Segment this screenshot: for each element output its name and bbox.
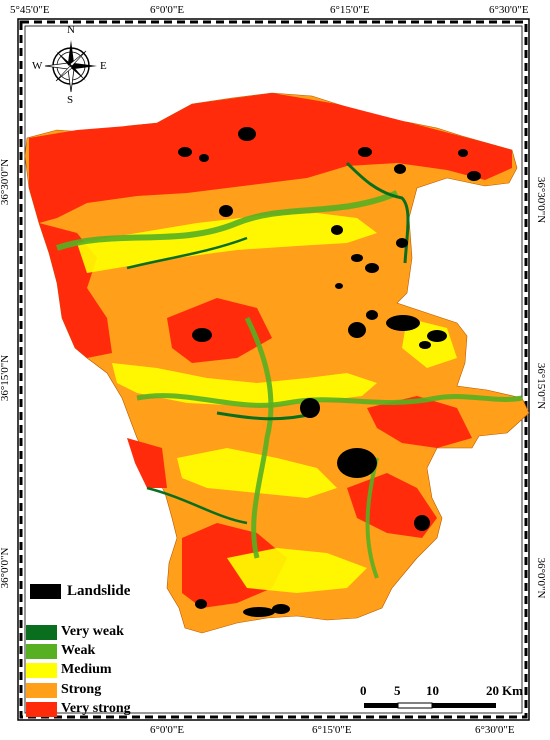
very-strong-zone-east (367, 396, 472, 448)
landslide-18 (427, 330, 447, 342)
top-coord-4: 6°30'0"E (489, 4, 529, 16)
landslide-15 (348, 322, 366, 338)
medium-band-4 (227, 548, 367, 593)
map-frame (17, 18, 530, 721)
landslide-2 (178, 147, 192, 157)
landslide-12 (396, 238, 408, 248)
very-strong-swatch (26, 701, 57, 717)
scale-bar: 0 5 10 20 Km (358, 683, 523, 711)
landslide-17 (386, 315, 420, 331)
medium-band-1 (77, 213, 377, 273)
landslide-8 (467, 171, 481, 181)
compass-s: S (67, 94, 74, 106)
left-coord-3: 36°0'0"N (0, 547, 11, 589)
landslide-20 (300, 398, 320, 418)
legend-medium: Medium (26, 662, 112, 678)
landslide-3 (199, 154, 209, 162)
right-coord-1: 36°30'0"N (535, 176, 547, 224)
landslide-25 (272, 604, 290, 614)
landslide-21 (337, 448, 377, 478)
landslide-14 (192, 328, 212, 342)
weak-drainage-2 (136, 393, 523, 408)
landslide-1 (238, 127, 256, 141)
bottom-coord-3: 6°30'0"E (475, 724, 515, 736)
right-coord-2: 36°15'0"N (535, 362, 547, 410)
landslide-10 (351, 254, 363, 262)
very-strong-zone-sw (127, 438, 167, 488)
landslide-6 (394, 164, 406, 174)
scale-tick-5: 5 (394, 683, 401, 698)
bottom-coord-2: 6°15'0"E (312, 724, 352, 736)
top-coord-2: 6°0'0"E (150, 4, 185, 16)
very-weak-drainage-1 (345, 161, 410, 264)
weak-swatch (26, 643, 57, 659)
weak-drainage-1 (56, 190, 399, 251)
very-weak-label: Very weak (61, 624, 124, 639)
landslide-swatch (30, 584, 61, 599)
compass-rose-icon (44, 40, 97, 93)
landslides (178, 127, 481, 617)
very-weak-drainage-4 (146, 486, 248, 525)
landslide-11 (365, 263, 379, 273)
very-weak-drainage-3 (126, 236, 248, 270)
landslide-5 (358, 147, 372, 157)
medium-swatch (26, 662, 57, 678)
strong-label: Strong (61, 682, 102, 697)
weak-label: Weak (61, 643, 96, 658)
compass-n: N (67, 24, 75, 36)
landslide-24 (243, 607, 275, 617)
landslide-label: Landslide (67, 583, 131, 599)
strong-swatch (26, 682, 57, 698)
landslide-19 (419, 341, 431, 349)
legend-very-weak: Very weak (26, 624, 124, 640)
scale-unit: Km (502, 683, 523, 698)
very-strong-label: Very strong (61, 701, 131, 716)
bottom-coord-1: 6°0'0"E (150, 724, 185, 736)
very-strong-zone-center (167, 298, 272, 363)
landslide-23 (195, 599, 207, 609)
scale-tick-10: 10 (426, 683, 439, 698)
north-arrow: N S W E (32, 24, 108, 106)
scale-tick-0: 0 (360, 683, 367, 698)
legend-landslide: Landslide (30, 583, 130, 600)
landslide-16 (366, 310, 378, 320)
legend-very-strong: Very strong (26, 701, 131, 717)
medium-label: Medium (61, 662, 112, 677)
landslide-4 (219, 205, 233, 217)
scale-bar-graphic (364, 702, 496, 709)
left-coord-1: 36°30'0"N (0, 158, 11, 206)
weak-drainage-3 (244, 316, 274, 559)
landslide-22 (414, 515, 430, 531)
medium-band-3 (177, 448, 337, 498)
weak-drainage-4 (365, 457, 379, 579)
left-coord-2: 36°15'0"N (0, 354, 11, 402)
legend-weak: Weak (26, 643, 95, 659)
very-weak-swatch (26, 624, 57, 640)
compass-e: E (100, 60, 107, 72)
landslide-13 (335, 283, 343, 289)
legend-strong: Strong (26, 682, 101, 698)
compass-w: W (32, 60, 43, 72)
right-coord-3: 36°0'0"N (535, 557, 547, 599)
landslide-7 (458, 149, 468, 157)
scale-tick-20: 20 (486, 683, 499, 698)
top-coord-3: 6°15'0"E (330, 4, 370, 16)
very-strong-zone-north (29, 93, 512, 223)
top-coord-1: 5°45'0"E (10, 4, 50, 16)
landslide-9 (331, 225, 343, 235)
